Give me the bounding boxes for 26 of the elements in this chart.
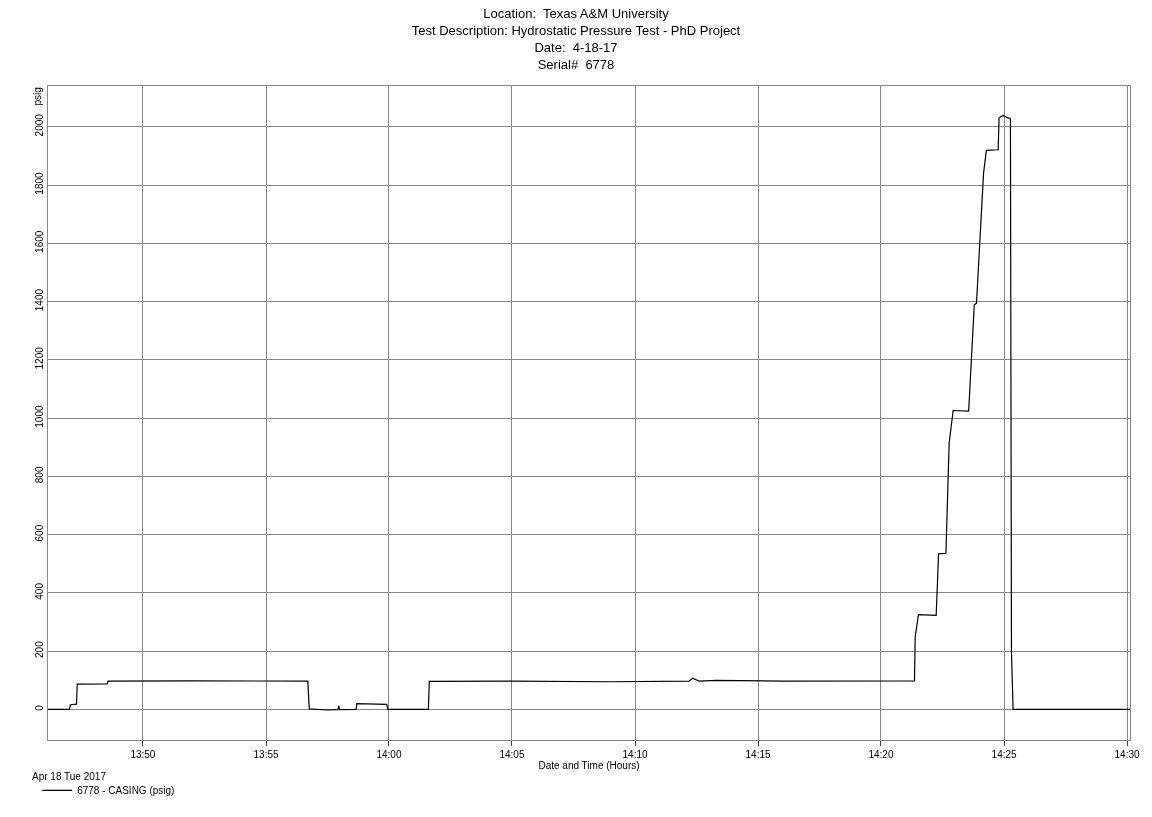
y-tick-label: 1200	[34, 346, 45, 370]
x-tick-label: 14:05	[499, 749, 525, 760]
text: Apr 18 Tue 2017	[32, 771, 107, 782]
y-tick-label: 800	[34, 466, 45, 484]
x-tick-label: 13:55	[253, 749, 279, 760]
chart-title: Location: Texas A&M University Test Description: Hydrostatic Pressure Test - PhD Project Date: 4-18-17 Serial# 6778	[411, 5, 741, 72]
y-tick-label: 1600	[34, 230, 45, 253]
y-tick-label: 600	[34, 524, 45, 542]
y-axis-title: psig	[31, 87, 43, 106]
y-tick-label: 400	[34, 582, 45, 600]
x-tick-label: 14:25	[991, 749, 1018, 760]
y-tick-label: 1800	[34, 171, 45, 195]
x-tick-label: 14:30	[1114, 749, 1140, 760]
x-tick-label: 14:20	[868, 749, 894, 760]
y-tick-label: 1000	[34, 405, 45, 428]
x-tick-label: 14:15	[745, 749, 771, 760]
x-tick-label: 14:10	[622, 749, 649, 760]
y-tick-label: 200	[34, 640, 45, 658]
y-tick-label: 2000	[34, 113, 45, 137]
line-series	[48, 114, 1130, 711]
x-tick-label: 14:00	[376, 749, 402, 760]
y-tick-label: 0	[34, 704, 45, 711]
legend-label: 6778 - CASING (psig)	[77, 785, 175, 797]
x-axis-title: Date and Time (Hours)	[538, 760, 640, 771]
x-tick-label: 13:50	[130, 749, 156, 760]
y-tick-label: 1400	[34, 288, 45, 312]
